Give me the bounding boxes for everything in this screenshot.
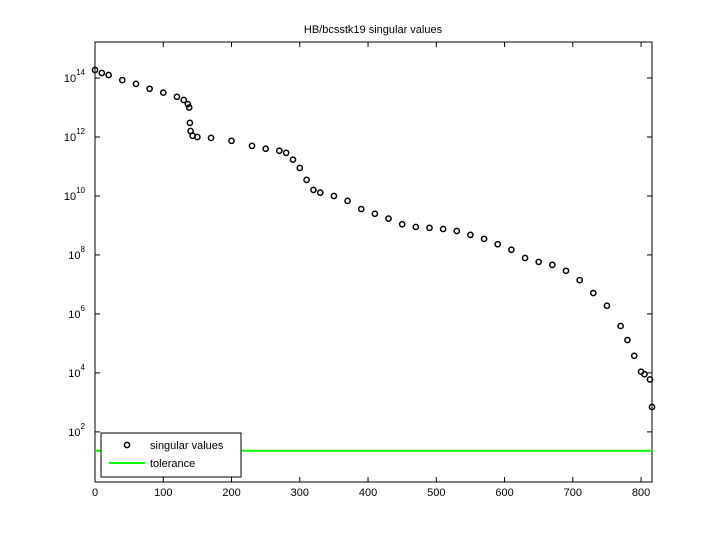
singular-value-point xyxy=(646,376,654,383)
singular-value-point xyxy=(98,69,106,77)
x-tick-label: 300 xyxy=(291,487,309,499)
singular-value-point xyxy=(275,147,283,155)
x-tick-label: 200 xyxy=(222,487,240,499)
y-tick-exponent: 4 xyxy=(81,363,86,372)
y-tick-base: 10 xyxy=(64,191,76,203)
legend-marker xyxy=(123,441,131,449)
chart-title: HB/bcsstk19 singular values xyxy=(304,24,443,36)
y-tick-base: 10 xyxy=(64,73,76,85)
y-tick-exponent: 8 xyxy=(81,245,86,254)
plot-frame xyxy=(94,41,653,483)
y-tick-exponent: 2 xyxy=(81,422,86,431)
legend-label: singular values xyxy=(150,440,224,452)
singular-value-point xyxy=(105,71,113,79)
y-tick-label: 102 xyxy=(68,422,85,439)
y-tick-base: 10 xyxy=(68,250,80,262)
singular-value-point xyxy=(562,267,570,275)
singular-value-point xyxy=(289,156,297,164)
singular-value-point xyxy=(91,66,99,74)
singular-value-point xyxy=(228,137,235,145)
singular-value-point xyxy=(262,145,269,153)
singular-value-point xyxy=(617,322,624,330)
y-tick-base: 10 xyxy=(64,132,76,144)
singular-value-point xyxy=(521,254,529,262)
singular-value-point xyxy=(508,246,515,254)
singular-value-point xyxy=(589,289,597,297)
singular-value-point xyxy=(641,370,648,378)
singular-value-point xyxy=(194,133,201,141)
singular-value-point xyxy=(344,197,351,205)
singular-value-point xyxy=(426,224,433,232)
singular-value-point xyxy=(385,215,392,222)
singular-value-point xyxy=(186,119,194,127)
y-tick-label: 1014 xyxy=(64,68,86,85)
singular-value-point xyxy=(303,176,310,184)
singular-value-point xyxy=(467,231,474,239)
singular-value-point xyxy=(398,220,406,228)
x-tick-label: 800 xyxy=(632,487,650,499)
singular-value-point xyxy=(173,93,181,101)
singular-value-point xyxy=(248,142,256,150)
singular-value-point xyxy=(371,210,379,218)
singular-value-point xyxy=(494,240,502,248)
y-tick-label: 108 xyxy=(68,245,85,262)
singular-value-point xyxy=(412,223,420,231)
singular-value-point xyxy=(648,403,656,411)
singular-value-point xyxy=(310,186,317,194)
y-tick-base: 10 xyxy=(68,368,80,380)
singular-value-point xyxy=(207,134,215,142)
y-tick-base: 10 xyxy=(68,427,80,439)
singular-value-point xyxy=(630,352,638,360)
y-tick-exponent: 14 xyxy=(76,68,85,77)
singular-value-point xyxy=(118,76,126,84)
x-tick-label: 0 xyxy=(92,487,98,499)
x-tick-label: 500 xyxy=(427,487,445,499)
singular-value-point xyxy=(453,227,461,235)
singular-value-point xyxy=(159,89,167,96)
x-tick-label: 600 xyxy=(495,487,513,499)
singular-value-point xyxy=(180,96,188,104)
y-tick-base: 10 xyxy=(68,309,80,321)
y-tick-exponent: 6 xyxy=(81,304,86,313)
y-tick-label: 1012 xyxy=(64,127,86,144)
singular-value-point xyxy=(132,80,140,88)
singular-value-point xyxy=(316,189,324,196)
singular-value-point xyxy=(439,225,447,233)
legend-label: tolerance xyxy=(150,458,195,470)
singular-value-point xyxy=(330,192,338,200)
singular-value-point xyxy=(184,100,192,108)
singular-value-point xyxy=(535,258,543,266)
y-tick-exponent: 12 xyxy=(76,127,85,136)
singular-value-point xyxy=(282,149,290,157)
y-tick-label: 104 xyxy=(68,363,85,380)
singular-value-point xyxy=(624,336,631,344)
legend-box xyxy=(100,432,242,478)
x-tick-label: 400 xyxy=(359,487,377,499)
singular-value-point xyxy=(603,302,611,310)
singular-value-point xyxy=(548,261,556,269)
singular-value-point xyxy=(480,235,488,243)
y-tick-label: 106 xyxy=(68,304,85,321)
singular-value-point xyxy=(296,164,304,172)
singular-value-point xyxy=(185,104,193,111)
x-tick-label: 700 xyxy=(564,487,582,499)
x-tick-label: 100 xyxy=(154,487,172,499)
y-tick-label: 1010 xyxy=(64,186,86,203)
singular-value-point xyxy=(576,276,583,284)
y-tick-exponent: 10 xyxy=(76,186,85,195)
singular-value-point xyxy=(146,85,153,93)
singular-value-point xyxy=(357,205,365,213)
